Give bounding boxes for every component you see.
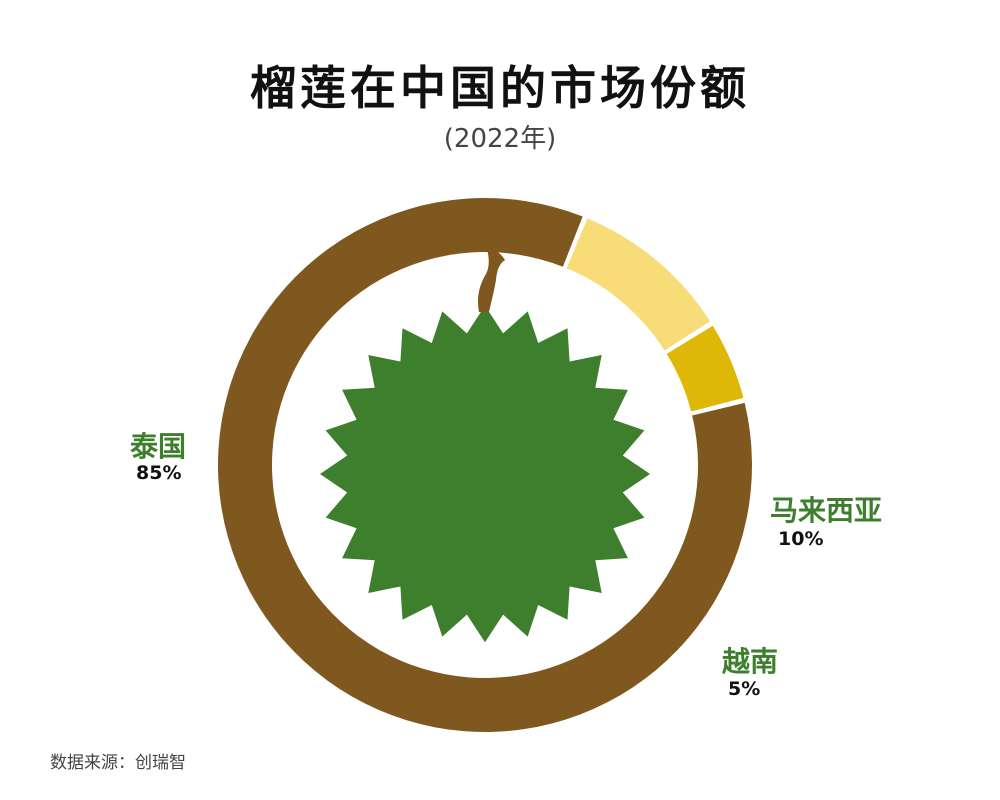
donut-slices: [218, 198, 752, 732]
chart-subtitle: (2022年): [443, 124, 557, 154]
slice-value-thailand: 85%: [136, 462, 182, 484]
slice-label-vietnam: 越南: [722, 645, 779, 678]
data-source: 数据来源：创瑞智: [50, 753, 186, 773]
durian-icon: [320, 248, 650, 643]
chart-title: 榴莲在中国的市场份额: [250, 61, 750, 115]
slice-1: [566, 218, 711, 351]
slice-label-thailand: 泰国: [130, 430, 187, 463]
durian-stem: [477, 248, 505, 312]
slice-2: [666, 325, 744, 412]
slice-label-malaysia: 马来西亚: [770, 494, 883, 527]
durian-body: [320, 305, 650, 643]
slice-value-vietnam: 5%: [728, 678, 761, 700]
slice-value-malaysia: 10%: [778, 528, 824, 550]
